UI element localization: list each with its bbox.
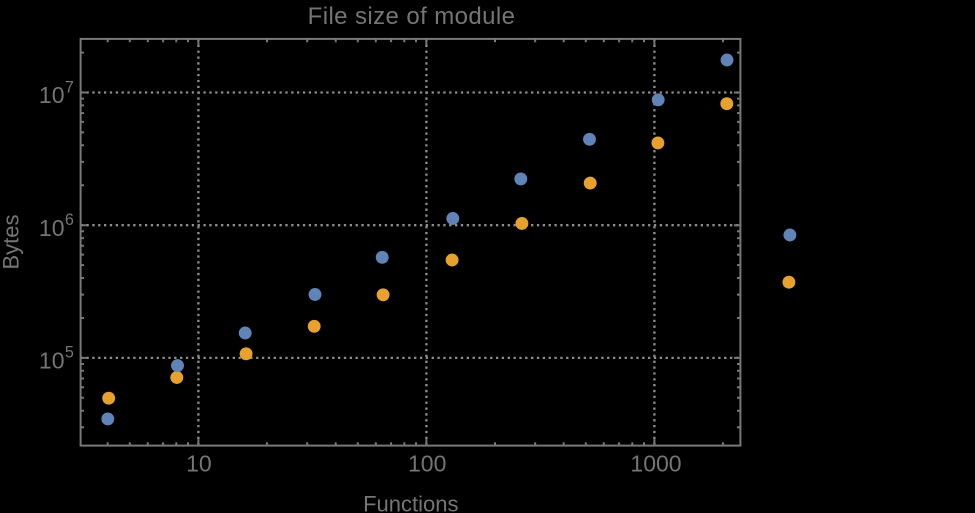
svg-text:5: 5 — [65, 344, 74, 362]
svg-text:10: 10 — [39, 215, 65, 241]
svg-text:1000: 1000 — [630, 451, 681, 477]
svg-text:10: 10 — [39, 347, 65, 373]
svg-text:Bytes: Bytes — [0, 214, 24, 269]
svg-text:7: 7 — [65, 78, 74, 96]
svg-text:6: 6 — [65, 211, 74, 229]
svg-text:10: 10 — [186, 451, 212, 477]
svg-text:100: 100 — [408, 451, 446, 477]
svg-text:Functions: Functions — [363, 492, 458, 513]
svg-text:File size of module: File size of module — [308, 3, 516, 30]
svg-text:10: 10 — [39, 82, 65, 108]
